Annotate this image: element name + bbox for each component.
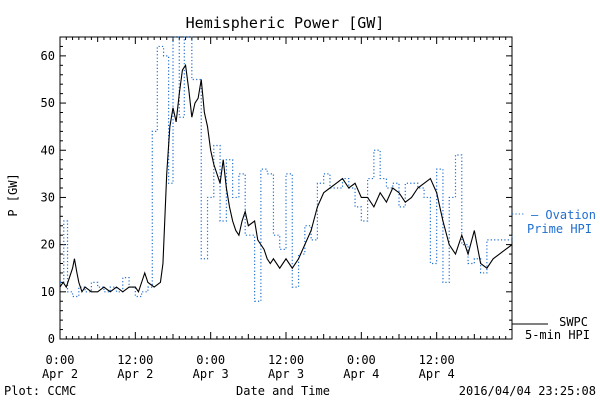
series-line-ovation bbox=[60, 36, 513, 302]
x-tick-label: Apr 2 bbox=[42, 367, 78, 381]
series-line-swpc bbox=[59, 63, 513, 294]
chart-title: Hemispheric Power [GW] bbox=[186, 14, 385, 32]
x-tick-label: 0:00 bbox=[347, 353, 376, 367]
plot-credit: Plot: CCMC bbox=[4, 384, 76, 398]
x-axis-label: Date and Time bbox=[236, 384, 330, 398]
legend-ovation-line2: Prime HPI bbox=[527, 222, 592, 236]
x-tick-label: 12:00 bbox=[419, 353, 455, 367]
x-tick-label: Apr 3 bbox=[193, 367, 229, 381]
x-tick-label: Apr 4 bbox=[343, 367, 379, 381]
series-layer bbox=[59, 36, 513, 302]
x-tick-label: 12:00 bbox=[117, 353, 153, 367]
plot-frame bbox=[59, 36, 513, 340]
y-axis-label: P [GW] bbox=[6, 173, 20, 216]
legend-swpc-line1: SWPC bbox=[559, 315, 588, 329]
x-tick-label: Apr 3 bbox=[268, 367, 304, 381]
y-tick-label: 60 bbox=[41, 49, 55, 63]
x-tick-label: Apr 2 bbox=[117, 367, 153, 381]
y-tick-label: 20 bbox=[41, 238, 55, 252]
x-tick-label: 0:00 bbox=[46, 353, 75, 367]
y-tick-label: 50 bbox=[41, 96, 55, 110]
y-tick-label: 40 bbox=[41, 143, 55, 157]
y-tick-label: 30 bbox=[41, 190, 55, 204]
y-axis: 0 10 20 30 40 50 60 bbox=[41, 36, 512, 346]
x-tick-label: 0:00 bbox=[196, 353, 225, 367]
legend-swpc-line2: 5-min HPI bbox=[525, 328, 590, 342]
y-tick-label: 10 bbox=[41, 285, 55, 299]
x-tick-label: Apr 4 bbox=[419, 367, 455, 381]
x-tick-label: 12:00 bbox=[268, 353, 304, 367]
legend-ovation-line1: — Ovation bbox=[531, 208, 596, 222]
y-tick-label: 0 bbox=[48, 332, 55, 346]
timestamp: 2016/04/04 23:25:08 bbox=[459, 384, 596, 398]
